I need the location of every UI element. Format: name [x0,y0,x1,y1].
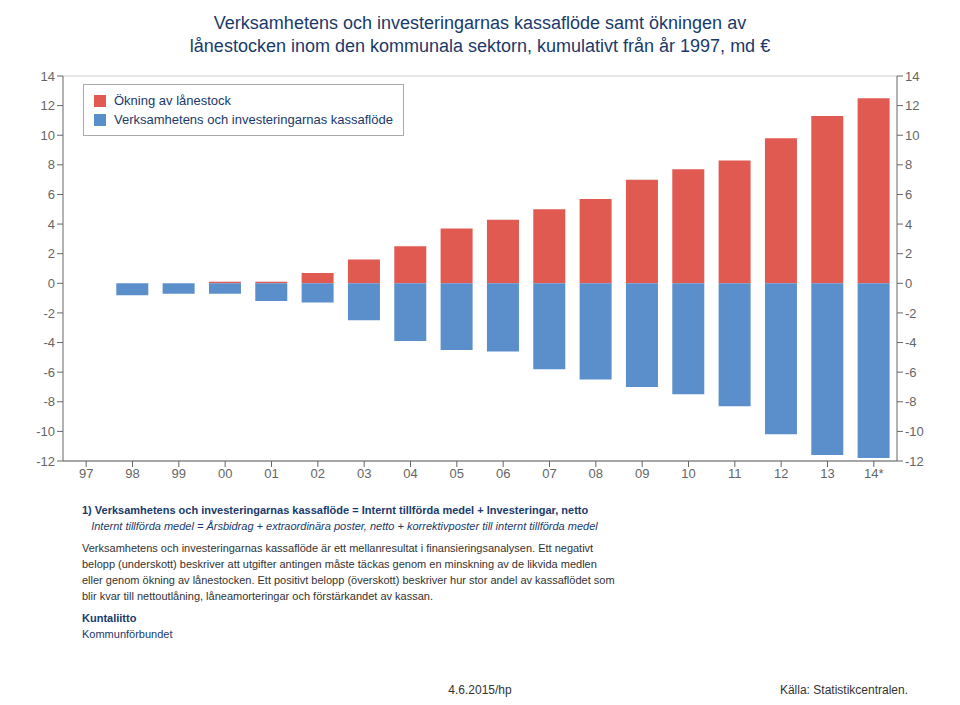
svg-text:2: 2 [48,246,55,261]
html-text:4.6.2015/hp: 4.6.2015/hp [448,683,512,697]
svg-text:0: 0 [905,276,912,291]
svg-text:-8: -8 [43,394,55,409]
html-text:Verksamhetens och investeringa: Verksamhetens och investeringarnas kassa… [114,112,393,127]
svg-text:14: 14 [905,69,919,84]
svg-text:02: 02 [311,466,325,481]
svg-text:-4: -4 [905,335,917,350]
html-text:Verksamhetens och investeringa: Verksamhetens och investeringarnas kassa… [213,13,747,33]
svg-text:8: 8 [48,157,55,172]
svg-text:10: 10 [41,128,55,143]
svg-text:14: 14 [41,69,55,84]
html-text:Kommunförbundet: Kommunförbundet [82,628,173,640]
svg-text:05: 05 [450,466,464,481]
svg-text:06: 06 [496,466,510,481]
svg-text:-12: -12 [36,454,55,469]
svg-text:-4: -4 [43,335,55,350]
svg-text:6: 6 [905,187,912,202]
html-text:lånestocken inom den kommunala: lånestocken inom den kommunala sektorn, … [189,36,771,56]
svg-text:2: 2 [905,246,912,261]
svg-text:12: 12 [774,466,788,481]
svg-text:99: 99 [172,466,186,481]
html-text:eller genom ökning av lånestoc: eller genom ökning av lånestocken. Ett p… [82,574,615,586]
svg-text:13: 13 [820,466,834,481]
svg-text:4: 4 [48,217,55,232]
svg-text:07: 07 [542,466,556,481]
svg-text:-2: -2 [43,306,55,321]
svg-text:-6: -6 [43,365,55,380]
svg-text:0: 0 [48,276,55,291]
svg-text:-10: -10 [905,424,924,439]
svg-text:08: 08 [589,466,603,481]
svg-text:-10: -10 [36,424,55,439]
svg-text:6: 6 [48,187,55,202]
svg-text:8: 8 [905,157,912,172]
svg-text:98: 98 [125,466,139,481]
svg-text:01: 01 [264,466,278,481]
svg-text:12: 12 [41,98,55,113]
html-text:Ökning av lånestock: Ökning av lånestock [114,93,232,108]
svg-text:10: 10 [905,128,919,143]
svg-text:00: 00 [218,466,232,481]
html-text:belopp (underskott) beskriver: belopp (underskott) beskriver att utgift… [82,558,597,570]
html-text:Kuntaliitto: Kuntaliitto [82,612,137,624]
svg-text:10: 10 [681,466,695,481]
svg-text:-12: -12 [905,454,924,469]
svg-text:09: 09 [635,466,649,481]
svg-text:-2: -2 [905,306,917,321]
svg-text:-8: -8 [905,394,917,409]
html-text:1) Verksamhetens och investeri: 1) Verksamhetens och investeringarnas ka… [82,504,589,516]
svg-text:04: 04 [403,466,417,481]
svg-text:97: 97 [79,466,93,481]
svg-text:14*: 14* [864,466,884,481]
svg-text:11: 11 [728,466,742,481]
svg-text:-6: -6 [905,365,917,380]
html-text:blir kvar till nettoutlåning,: blir kvar till nettoutlåning, låneamorte… [82,590,433,602]
html-text:Internt tillförda medel = Årsb: Internt tillförda medel = Årsbidrag + ex… [82,520,598,532]
svg-text:4: 4 [905,217,912,232]
svg-text:12: 12 [905,98,919,113]
svg-text:03: 03 [357,466,371,481]
html-text:Källa: Statistikcentralen.: Källa: Statistikcentralen. [779,683,908,697]
html-text:Verksamhetens och investeringa: Verksamhetens och investeringarnas kassa… [82,542,594,554]
